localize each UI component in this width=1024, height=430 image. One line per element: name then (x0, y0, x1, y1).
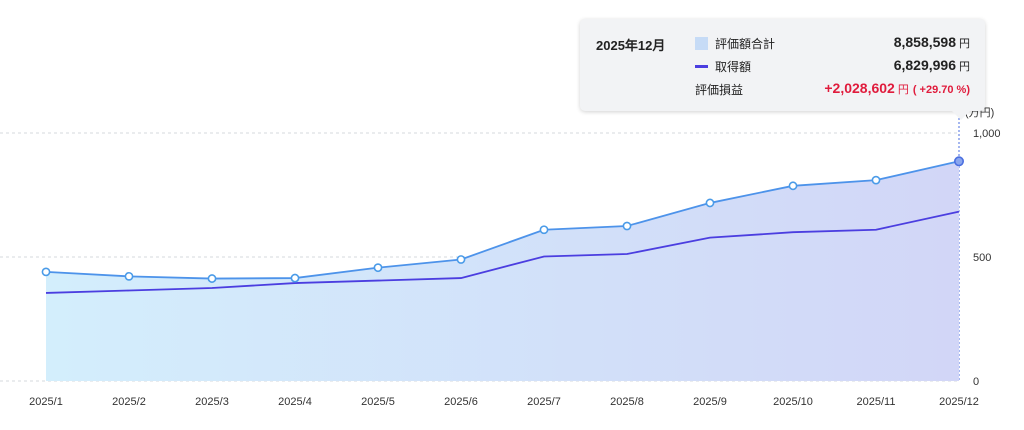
valuation-point-active (953, 156, 964, 167)
x-tick-label: 2025/7 (527, 396, 561, 408)
gain-value: +2,028,602 (824, 80, 895, 96)
gain-unit: 円 (897, 84, 909, 96)
x-tick-label: 2025/4 (278, 396, 312, 408)
data-tooltip: 2025年12月 評価額合計 8,858,598 円 取得額 6,829,996 円… (580, 19, 985, 120)
valuation-point (124, 271, 134, 281)
x-tick-label: 2025/9 (693, 396, 727, 408)
y-tick-label: 1,000 (973, 128, 1001, 140)
valuation-point (207, 274, 217, 283)
x-tick-label: 2025/11 (857, 396, 896, 408)
valuation-point (871, 175, 881, 185)
x-tick-label: 2025/12 (939, 396, 979, 408)
tooltip-period: 2025年12月 (596, 38, 666, 53)
gain-percent: ( +29.70 %) (912, 84, 970, 96)
tooltip-row-acquisition: 取得額 6,829,996 円 (695, 57, 970, 76)
valuation-point (705, 198, 715, 208)
x-tick-label: 2025/2 (112, 396, 146, 408)
valuation-label: 評価額合計 (715, 37, 776, 51)
valuation-point (456, 255, 466, 264)
tooltip-row-gain: 評価損益 +2,028,602 円( +29.70 %) (695, 80, 970, 99)
acquisition-line (45, 210, 960, 294)
valuation-point (539, 225, 549, 235)
x-tick-label: 2025/3 (195, 396, 229, 408)
gain-label: 評価損益 (695, 83, 744, 97)
valuation-point (373, 263, 383, 273)
x-tick-label: 2025/1 (29, 396, 63, 408)
valuation-value: 8,858,598 (893, 34, 956, 50)
valuation-unit: 円 (959, 38, 970, 50)
acquisition-swatch-icon (695, 65, 708, 68)
y-tick-label: 500 (973, 252, 991, 264)
acquisition-unit: 円 (959, 61, 970, 73)
acquisition-label: 取得額 (715, 60, 752, 74)
valuation-area-fill (46, 161, 959, 381)
valuation-swatch-icon (695, 37, 708, 50)
x-tick-label: 2025/6 (444, 396, 478, 408)
x-tick-label: 2025/5 (361, 396, 395, 408)
valuation-line (45, 160, 960, 280)
valuation-point (290, 273, 300, 283)
tooltip-row-valuation: 評価額合計 8,858,598 円 (695, 34, 970, 53)
valuation-point (622, 221, 632, 231)
acquisition-value: 6,829,996 (893, 57, 956, 73)
valuation-point (788, 181, 798, 191)
x-tick-label: 2025/10 (773, 396, 813, 408)
x-tick-label: 2025/8 (610, 396, 644, 408)
valuation-point (41, 267, 51, 277)
y-tick-label: 0 (973, 376, 979, 388)
